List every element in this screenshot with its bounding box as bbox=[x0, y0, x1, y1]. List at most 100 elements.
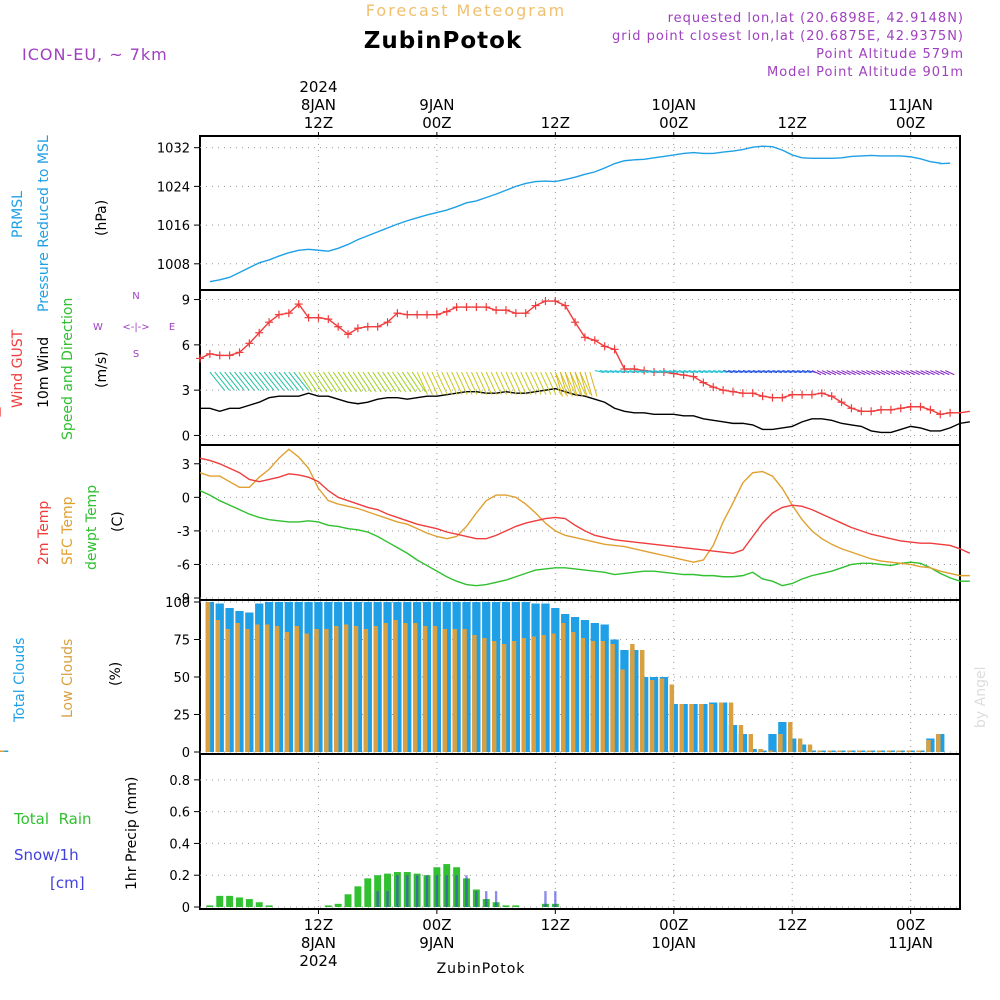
wind-arrow bbox=[890, 370, 901, 376]
bottom-time-label: 9JAN bbox=[419, 934, 454, 952]
top-time-label: 11JAN bbox=[888, 96, 933, 114]
wind-arrow bbox=[283, 371, 299, 391]
gust-point bbox=[758, 392, 767, 401]
low-cloud-bar bbox=[807, 744, 813, 752]
y-tick-label: 9 bbox=[182, 294, 190, 309]
low-cloud-bar bbox=[511, 641, 517, 752]
low-cloud-bar bbox=[561, 623, 566, 752]
wind-arrow bbox=[589, 371, 598, 397]
top-time-label: 2024 bbox=[299, 78, 337, 96]
product-title: Forecast Meteogram bbox=[366, 1, 566, 20]
low-cloud-bar bbox=[876, 750, 882, 752]
wind-arrow bbox=[895, 370, 906, 376]
wind-speed-dir-title: Speed and Direction bbox=[60, 298, 76, 440]
wind-arrow bbox=[900, 370, 911, 376]
wind-arrow bbox=[505, 371, 517, 395]
low-cloud-bar bbox=[936, 734, 941, 752]
wind-arrow bbox=[239, 371, 255, 391]
wind-arrow bbox=[545, 371, 557, 395]
wind-arrow bbox=[658, 370, 669, 374]
low-cloud-bar bbox=[778, 734, 783, 752]
wind-arrow bbox=[209, 371, 225, 391]
gust-point bbox=[413, 310, 422, 319]
wind-arrow bbox=[564, 371, 577, 395]
y-tick-label: -9 bbox=[177, 592, 190, 607]
wind-arrow bbox=[668, 370, 679, 374]
gust-point bbox=[867, 407, 876, 416]
wind-arrow bbox=[411, 371, 426, 393]
gust-point bbox=[304, 313, 313, 322]
wind-arrow bbox=[816, 370, 827, 376]
low-cloud-bar bbox=[600, 641, 605, 752]
snow-bar bbox=[554, 891, 557, 907]
gust-point bbox=[511, 309, 520, 318]
gust-point bbox=[383, 318, 392, 327]
gust-point bbox=[245, 339, 254, 348]
rain-bar bbox=[245, 899, 253, 907]
precip-title: 1hr Precip (mm) bbox=[124, 777, 140, 890]
wind-arrow bbox=[930, 370, 940, 376]
pressure-unit: (hPa) bbox=[94, 200, 110, 236]
gust-point bbox=[432, 310, 441, 319]
low-cloud-bar bbox=[728, 702, 734, 752]
wind-arrow bbox=[416, 371, 428, 395]
requested-coords: requested lon,lat (20.6898E, 42.9148N) bbox=[668, 11, 964, 26]
wind-arrow bbox=[549, 371, 562, 395]
wind-arrow bbox=[772, 370, 783, 374]
wind-arrow bbox=[609, 370, 620, 374]
side-titles: PRMSL Pressure Reduced to MSL (hPa) Wind… bbox=[10, 135, 140, 892]
rain-bar bbox=[206, 905, 214, 907]
wind-arrow bbox=[599, 370, 610, 374]
wind-arrow bbox=[559, 371, 568, 397]
gust-point bbox=[561, 301, 570, 310]
gust-point bbox=[610, 345, 619, 354]
top-time-label: 12Z bbox=[778, 114, 807, 132]
low-cloud-bar bbox=[718, 702, 724, 752]
wind-arrow bbox=[925, 370, 935, 376]
low-cloud-bar bbox=[383, 623, 388, 752]
wind-arrow bbox=[229, 371, 245, 391]
wind-arrow bbox=[594, 370, 605, 374]
wind-arrow bbox=[584, 371, 593, 397]
wind-arrow bbox=[885, 370, 896, 376]
wind-arrow bbox=[362, 371, 377, 393]
bottom-time-label: 12Z bbox=[304, 916, 333, 934]
gust-point bbox=[590, 336, 599, 345]
wind-arrow bbox=[554, 371, 567, 395]
wind-arrow bbox=[604, 370, 615, 374]
wind-arrow bbox=[826, 370, 836, 376]
wind-arrow bbox=[396, 371, 412, 393]
wind-arrow bbox=[446, 371, 458, 395]
wind-arrow bbox=[382, 371, 397, 393]
wind-arrow bbox=[293, 371, 309, 391]
wind-arrow bbox=[634, 370, 644, 374]
wind-arrow bbox=[801, 370, 812, 374]
low-cloud-bar bbox=[245, 629, 250, 752]
gust-point bbox=[363, 322, 372, 331]
gust-point bbox=[393, 309, 402, 318]
wind-arrow bbox=[851, 370, 861, 376]
bottom-time-label: 12Z bbox=[541, 916, 570, 934]
wind-arrow bbox=[308, 371, 323, 393]
low-cloud-bar bbox=[314, 629, 319, 752]
wind-arrow bbox=[456, 371, 468, 395]
snow-bar bbox=[406, 875, 409, 907]
wind-arrow bbox=[421, 371, 433, 395]
wind-arrow bbox=[495, 371, 507, 395]
wind-arrow bbox=[436, 371, 448, 395]
wind-speed-line bbox=[200, 387, 970, 434]
snow-legend: Snow/1h bbox=[14, 846, 79, 864]
wind-arrow bbox=[703, 370, 713, 374]
low-cloud-bar bbox=[847, 750, 852, 752]
snow-bar bbox=[376, 891, 379, 907]
y-tick-label: 0.8 bbox=[169, 774, 190, 789]
low-cloud-bar bbox=[689, 704, 694, 752]
wind-arrow bbox=[673, 370, 684, 374]
low-cloud-bar bbox=[630, 644, 635, 752]
gust-point bbox=[837, 398, 846, 407]
rain-bar bbox=[216, 895, 224, 907]
low-cloud-bar bbox=[0, 750, 5, 752]
gust-point bbox=[501, 306, 510, 315]
dewpoint-line bbox=[199, 489, 970, 587]
